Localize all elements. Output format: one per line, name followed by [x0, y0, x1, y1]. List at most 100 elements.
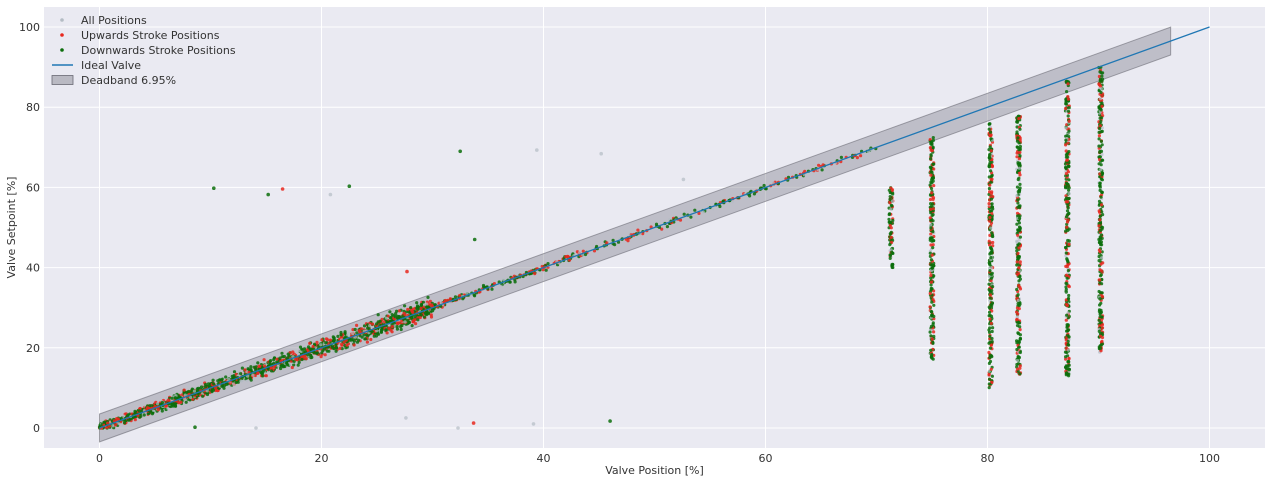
- data-point: [1017, 345, 1021, 349]
- data-point: [890, 250, 894, 254]
- data-point: [989, 343, 993, 347]
- data-point: [150, 412, 154, 416]
- data-point: [351, 332, 355, 336]
- data-point: [371, 322, 375, 326]
- data-point: [332, 339, 336, 343]
- data-point: [245, 379, 249, 383]
- data-point: [182, 388, 186, 392]
- data-point: [351, 338, 355, 342]
- data-point: [1015, 125, 1019, 129]
- data-point: [1017, 166, 1022, 170]
- data-point: [308, 341, 312, 345]
- data-point: [345, 343, 349, 347]
- data-point: [1100, 143, 1104, 147]
- data-point: [1100, 295, 1105, 299]
- data-point: [1099, 119, 1103, 124]
- data-point: [1064, 251, 1068, 255]
- data-point: [990, 177, 994, 181]
- data-point: [256, 361, 260, 365]
- data-point: [410, 309, 414, 313]
- data-point: [1064, 143, 1068, 147]
- data-point: [1064, 289, 1068, 293]
- data-point: [988, 215, 992, 220]
- data-point: [1098, 278, 1102, 282]
- data-point: [803, 169, 807, 173]
- data-point: [409, 306, 413, 310]
- data-point: [891, 218, 895, 223]
- data-point: [1097, 209, 1101, 213]
- data-point: [932, 303, 936, 307]
- data-point: [419, 306, 423, 311]
- data-point: [281, 365, 285, 369]
- legend-label: All Positions: [81, 14, 147, 27]
- data-point: [344, 346, 348, 350]
- data-point: [1017, 157, 1022, 161]
- data-point: [372, 334, 376, 338]
- data-point: [932, 162, 936, 166]
- x-tick-label: 40: [537, 452, 551, 465]
- data-point: [347, 338, 352, 342]
- data-point: [929, 154, 933, 158]
- data-point: [839, 155, 844, 159]
- data-point: [220, 378, 224, 382]
- data-point: [1064, 357, 1068, 361]
- data-point: [122, 421, 127, 425]
- data-point: [355, 323, 359, 327]
- data-point: [988, 293, 993, 297]
- data-point: [930, 191, 934, 195]
- data-point: [263, 364, 267, 368]
- data-point: [384, 328, 388, 332]
- data-point: [1064, 229, 1068, 233]
- data-point: [212, 186, 216, 190]
- data-point: [887, 217, 891, 221]
- data-point: [1099, 195, 1103, 199]
- data-point: [987, 243, 992, 247]
- data-point: [448, 297, 452, 301]
- data-point: [988, 356, 992, 360]
- data-point: [932, 334, 936, 338]
- data-point: [989, 149, 993, 153]
- data-point: [170, 396, 174, 400]
- data-point: [1064, 371, 1069, 375]
- data-point: [190, 388, 194, 393]
- data-point: [156, 408, 160, 412]
- data-point: [990, 276, 994, 280]
- data-point: [193, 425, 197, 430]
- data-point: [1018, 277, 1023, 281]
- data-point: [387, 326, 391, 330]
- data-point: [1100, 331, 1104, 335]
- data-point: [173, 396, 177, 400]
- data-point: [1098, 268, 1102, 272]
- data-point: [395, 327, 399, 331]
- legend-label: Ideal Valve: [81, 59, 141, 72]
- data-point: [331, 335, 335, 339]
- data-point: [1065, 304, 1069, 308]
- data-point: [405, 269, 409, 274]
- data-point: [317, 338, 321, 342]
- data-point: [989, 226, 993, 230]
- data-point: [302, 347, 306, 351]
- data-point: [1067, 129, 1071, 133]
- data-point: [142, 413, 146, 417]
- data-point: [360, 327, 364, 331]
- data-point: [210, 390, 214, 394]
- data-point: [1063, 184, 1068, 189]
- x-tick-label: 20: [315, 452, 329, 465]
- data-point: [989, 137, 993, 141]
- data-point: [1097, 259, 1101, 263]
- data-point: [108, 420, 112, 424]
- data-point: [232, 382, 236, 386]
- y-tick-label: 20: [26, 342, 40, 355]
- data-point: [1015, 347, 1019, 352]
- data-point: [1018, 372, 1022, 376]
- data-point: [991, 240, 995, 245]
- data-point: [1018, 235, 1023, 239]
- data-point: [179, 400, 183, 404]
- data-point: [931, 246, 935, 250]
- data-point: [1066, 109, 1071, 113]
- data-point: [887, 220, 891, 224]
- data-point: [1097, 240, 1101, 245]
- x-axis-label: Valve Position [%]: [605, 464, 704, 477]
- data-point: [1098, 218, 1102, 222]
